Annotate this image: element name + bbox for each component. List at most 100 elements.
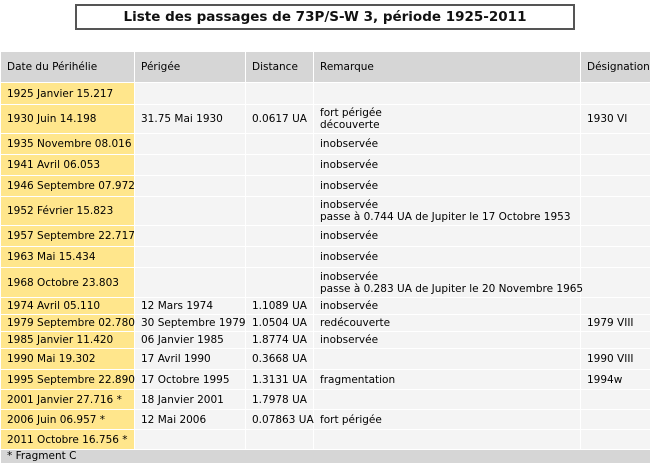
cell-distance bbox=[245, 196, 314, 226]
cell-distance bbox=[245, 133, 314, 155]
cell-perigee: 12 Mai 2006 bbox=[134, 409, 246, 430]
passages-table: Date du Périhélie Périgée Distance Remar… bbox=[0, 51, 650, 464]
remark-line: inobservée bbox=[320, 270, 379, 283]
cell-remark: fragmentation bbox=[313, 369, 581, 390]
cell-distance bbox=[245, 429, 314, 450]
footnote-row: * Fragment C bbox=[0, 449, 650, 464]
remark-line: inobservée bbox=[320, 199, 379, 211]
cell-remark bbox=[313, 429, 581, 450]
table-row: 1925 Janvier 15.217 bbox=[0, 82, 650, 105]
cell-remark: inobservée bbox=[313, 154, 581, 176]
cell-remark: inobservée passe à 0.283 UA de Jupiter le… bbox=[313, 267, 584, 298]
cell-date: 1963 Mai 15.434 bbox=[0, 246, 135, 268]
table-row: 1985 Janvier 11.420 06 Janvier 1985 1.8774… bbox=[0, 331, 650, 349]
cell-designation bbox=[580, 429, 650, 450]
cell-date: 2001 Janvier 27.716 * bbox=[0, 389, 135, 410]
cell-date: 1930 Juin 14.198 bbox=[0, 104, 135, 134]
cell-perigee bbox=[134, 196, 246, 226]
cell-date: 2011 Octobre 16.756 * bbox=[0, 429, 135, 450]
cell-designation bbox=[580, 225, 650, 247]
column-header-distance: Distance bbox=[245, 51, 314, 83]
cell-designation bbox=[580, 246, 650, 268]
table-row: 1990 Mai 19.302 17 Avril 1990 0.3668 UA 199… bbox=[0, 348, 650, 370]
table-row: 1935 Novembre 08.016 inobservée bbox=[0, 133, 650, 155]
cell-perigee bbox=[134, 82, 246, 105]
cell-remark: inobservée bbox=[313, 297, 581, 315]
cell-designation bbox=[580, 409, 650, 430]
remark-line: passe à 0.283 UA de Jupiter le 20 Novemb… bbox=[320, 282, 584, 295]
column-header-remark: Remarque bbox=[313, 51, 581, 83]
cell-date: 1952 Février 15.823 bbox=[0, 196, 135, 226]
table-row: 2001 Janvier 27.716 * 18 Janvier 2001 1.79… bbox=[0, 389, 650, 410]
cell-distance: 0.07863 UA bbox=[245, 409, 314, 430]
cell-remark: inobservée bbox=[313, 175, 581, 197]
cell-distance: 1.0504 UA bbox=[245, 314, 314, 332]
table-row: 1963 Mai 15.434 inobservée bbox=[0, 246, 650, 268]
cell-date: 1957 Septembre 22.717 bbox=[0, 225, 135, 247]
remark-line: passe à 0.744 UA de Jupiter le 17 Octobr… bbox=[320, 211, 571, 223]
remark-line: inobservée bbox=[320, 300, 379, 312]
cell-perigee bbox=[134, 175, 246, 197]
cell-designation bbox=[580, 133, 650, 155]
table-row: 1974 Avril 05.110 12 Mars 1974 1.1089 UA in… bbox=[0, 297, 650, 315]
cell-date: 1925 Janvier 15.217 bbox=[0, 82, 135, 105]
cell-distance bbox=[245, 225, 314, 247]
cell-distance: 1.8774 UA bbox=[245, 331, 314, 349]
remark-line: fort périgée bbox=[320, 107, 382, 119]
table-row: 1968 Octobre 23.803 inobservée passe à 0.2… bbox=[0, 267, 650, 298]
cell-distance bbox=[245, 175, 314, 197]
cell-remark bbox=[313, 389, 581, 410]
column-header-designation: Désignation bbox=[580, 51, 650, 83]
cell-designation bbox=[580, 297, 650, 315]
remark-line: inobservée bbox=[320, 251, 379, 263]
table-row: 1952 Février 15.823 inobservée passe à 0.7… bbox=[0, 196, 650, 226]
cell-designation bbox=[580, 175, 650, 197]
cell-remark: inobservée bbox=[313, 331, 581, 349]
cell-perigee bbox=[134, 225, 246, 247]
cell-perigee bbox=[134, 154, 246, 176]
footnote: * Fragment C bbox=[0, 449, 650, 464]
cell-date: 2006 Juin 06.957 * bbox=[0, 409, 135, 430]
cell-remark bbox=[313, 82, 581, 105]
cell-distance: 0.3668 UA bbox=[245, 348, 314, 370]
cell-perigee: 12 Mars 1974 bbox=[134, 297, 246, 315]
cell-remark: inobservée bbox=[313, 225, 581, 247]
cell-perigee: 31.75 Mai 1930 bbox=[134, 104, 246, 134]
table-row: 1995 Septembre 22.890 17 Octobre 1995 1.31… bbox=[0, 369, 650, 390]
cell-date: 1946 Septembre 07.972 bbox=[0, 175, 135, 197]
cell-remark: fort périgée découverte bbox=[313, 104, 581, 134]
cell-designation bbox=[580, 154, 650, 176]
cell-designation: 1990 VIII bbox=[580, 348, 650, 370]
column-header-date: Date du Périhélie bbox=[0, 51, 135, 83]
cell-remark: fort périgée bbox=[313, 409, 581, 430]
cell-designation bbox=[580, 196, 650, 226]
cell-distance bbox=[245, 154, 314, 176]
cell-distance bbox=[245, 267, 314, 298]
cell-designation: 1979 VIII bbox=[580, 314, 650, 332]
cell-remark: inobservée passe à 0.744 UA de Jupiter le… bbox=[313, 196, 581, 226]
cell-perigee: 17 Avril 1990 bbox=[134, 348, 246, 370]
cell-date: 1985 Janvier 11.420 bbox=[0, 331, 135, 349]
cell-date: 1941 Avril 06.053 bbox=[0, 154, 135, 176]
table-row: 1930 Juin 14.198 31.75 Mai 1930 0.0617 UA f… bbox=[0, 104, 650, 134]
remark-line: inobservée bbox=[320, 230, 379, 242]
remark-line: fragmentation bbox=[320, 373, 396, 386]
cell-perigee: 06 Janvier 1985 bbox=[134, 331, 246, 349]
cell-distance: 0.0617 UA bbox=[245, 104, 314, 134]
cell-remark bbox=[313, 348, 581, 370]
cell-perigee bbox=[134, 133, 246, 155]
cell-designation: 1930 VI bbox=[580, 104, 650, 134]
cell-date: 1935 Novembre 08.016 bbox=[0, 133, 135, 155]
cell-designation: 1994w bbox=[580, 369, 650, 390]
cell-distance: 1.3131 UA bbox=[245, 369, 314, 390]
cell-perigee bbox=[134, 429, 246, 450]
page-title: Liste des passages de 73P/S-W 3, période… bbox=[75, 4, 575, 30]
remark-line: redécouverte bbox=[320, 317, 391, 329]
remark-line: inobservée bbox=[320, 138, 379, 150]
table-row: 2006 Juin 06.957 * 12 Mai 2006 0.07863 UA f… bbox=[0, 409, 650, 430]
remark-line: inobservée bbox=[320, 180, 379, 192]
remark-line: fort périgée bbox=[320, 413, 382, 426]
cell-perigee: 18 Janvier 2001 bbox=[134, 389, 246, 410]
cell-designation bbox=[580, 331, 650, 349]
table-header-row: Date du Périhélie Périgée Distance Remar… bbox=[0, 51, 650, 83]
